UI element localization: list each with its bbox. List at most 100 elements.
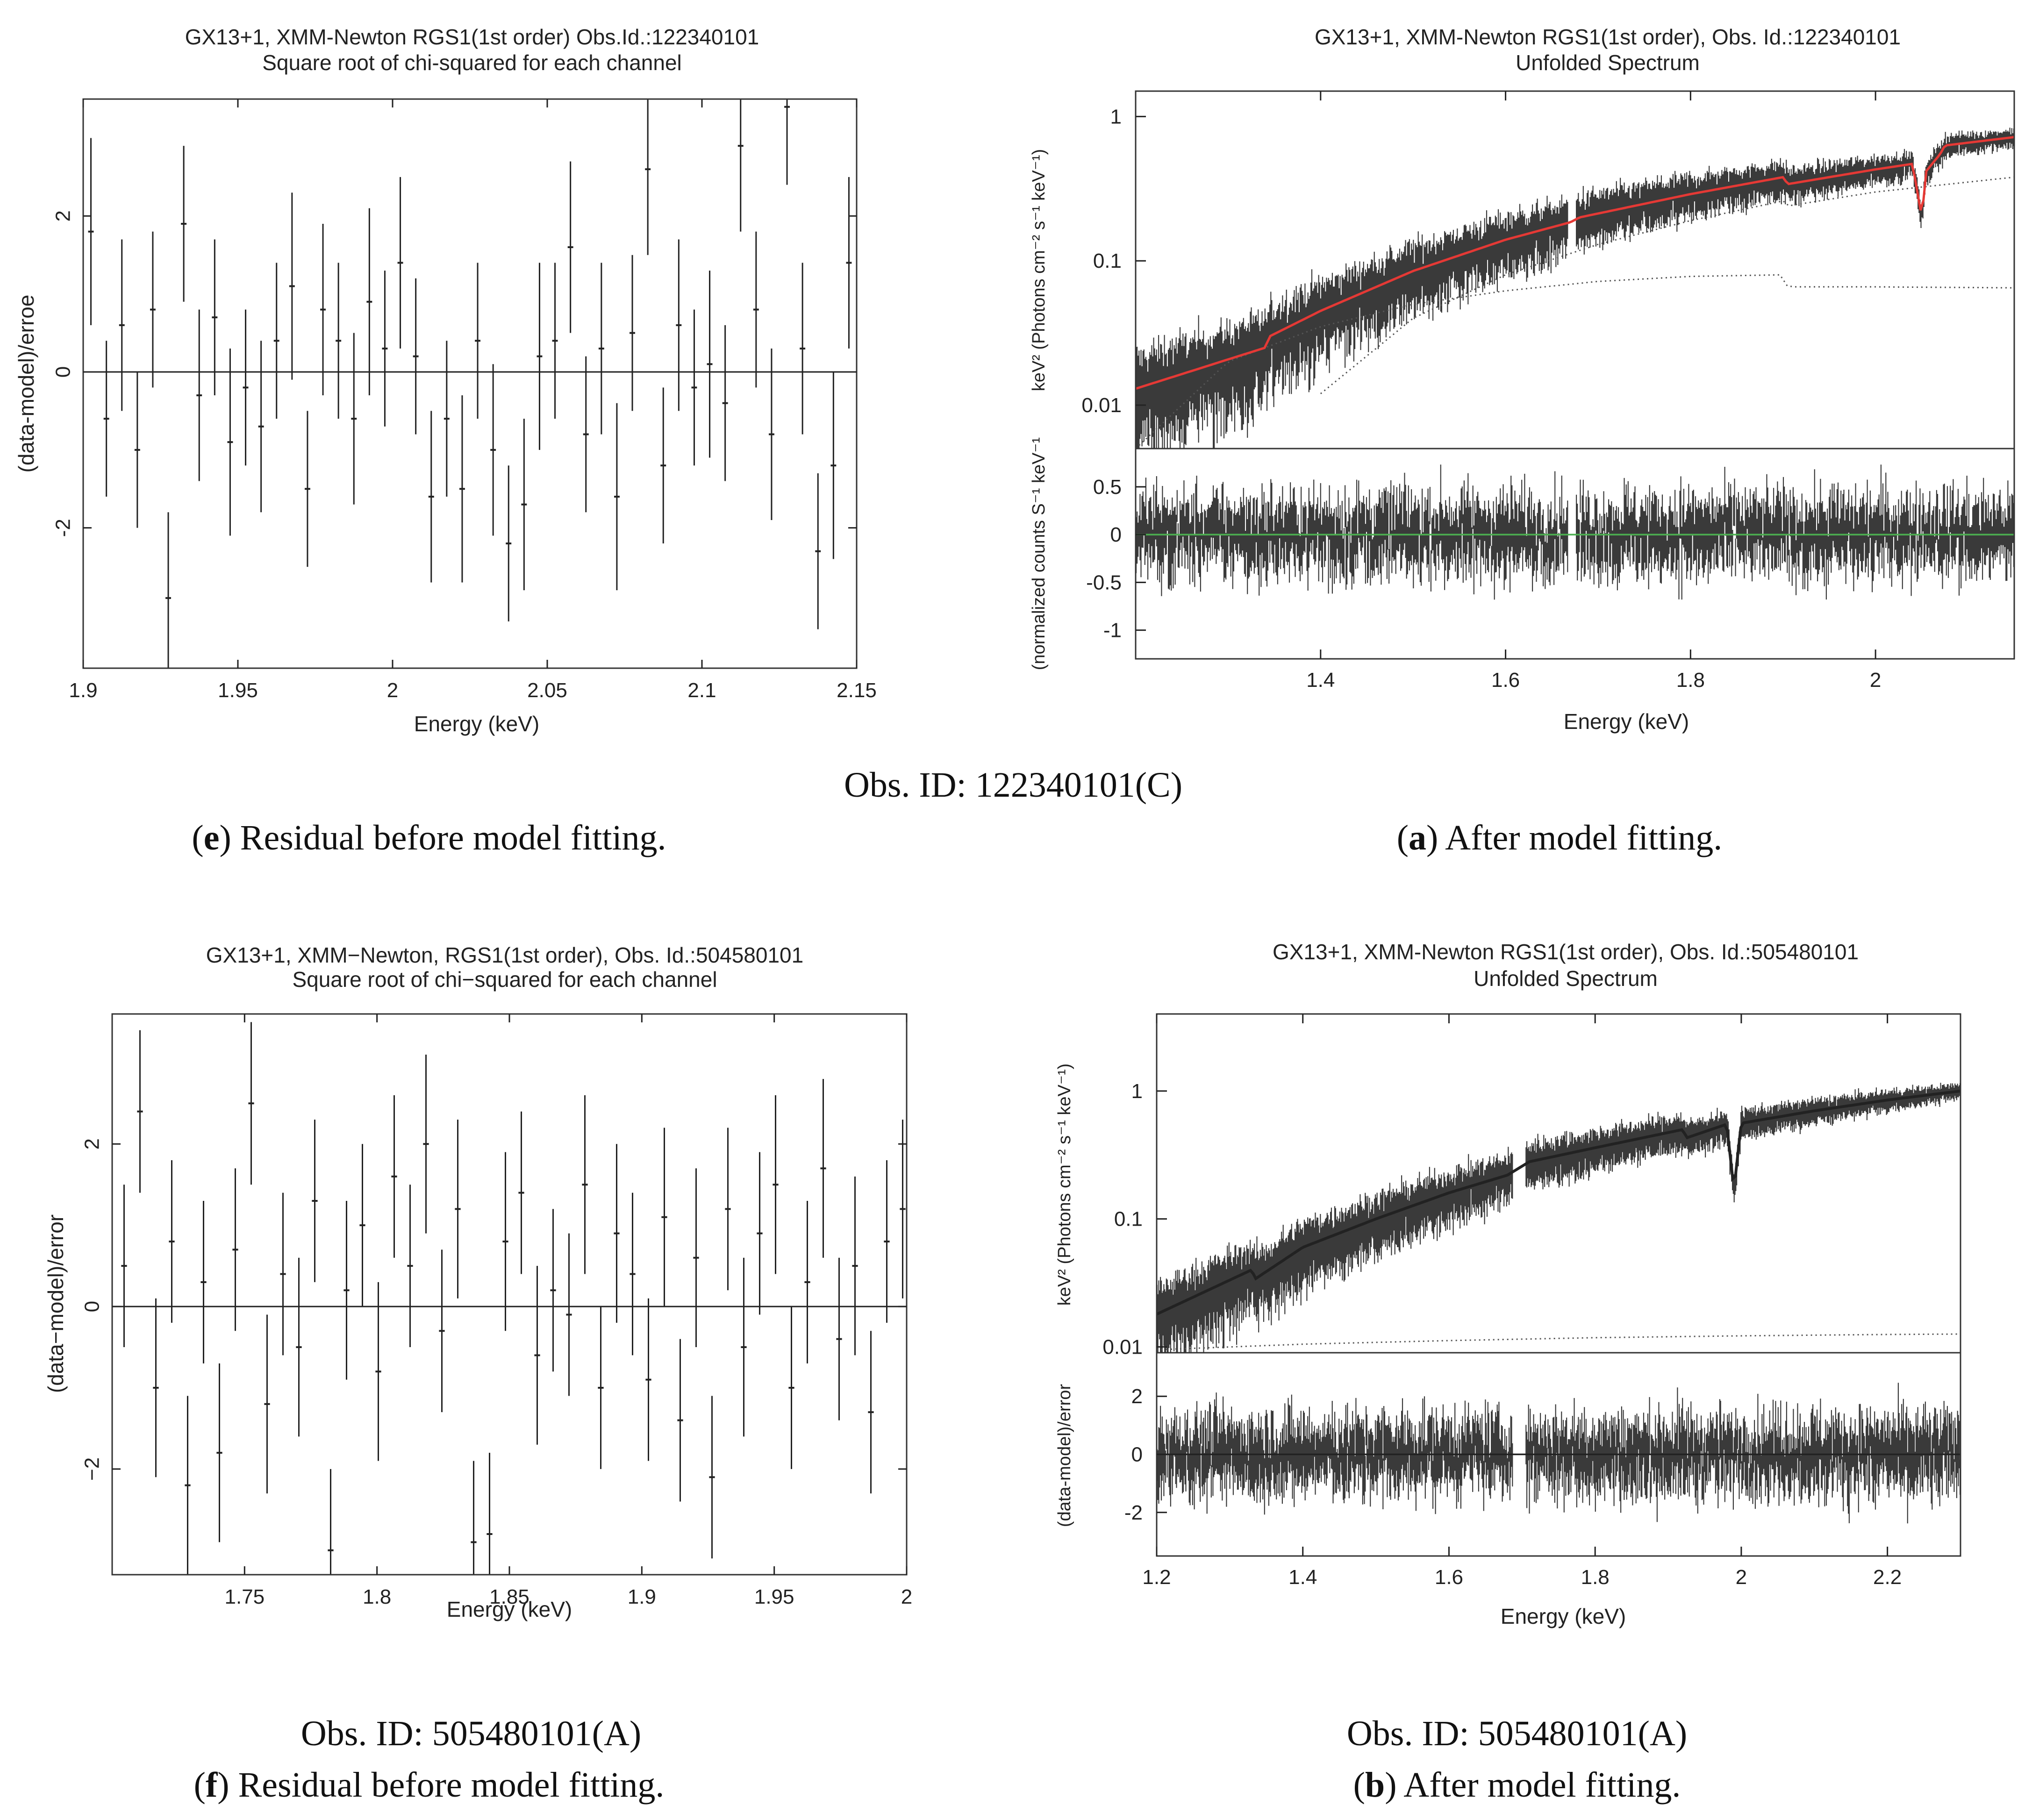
caption-b-text: ) After model fitting. xyxy=(1385,1765,1681,1805)
caption-b: (b) After model fitting. xyxy=(1353,1765,1681,1805)
caption-f-text: ) Residual before model fitting. xyxy=(217,1765,664,1805)
panel-b-bottom-y-ticks: -2 0 2 xyxy=(1124,1385,1167,1524)
panel-b-bottom-ytick-label: 0 xyxy=(1131,1443,1143,1466)
panel-b-xtick-label: 2 xyxy=(1736,1566,1747,1589)
caption-e-letter: e xyxy=(204,818,220,857)
panel-a-bottom-frame xyxy=(1135,448,2015,660)
panel-a-component-pl-line xyxy=(1320,176,2015,394)
panel-b-bottom-marks xyxy=(1156,1383,1961,1524)
panel-e-ytick-label: -2 xyxy=(52,519,75,537)
row2-right-obs-id-caption: Obs. ID: 505480101(A) xyxy=(1347,1714,1687,1753)
panel-f-xtick-label: 2 xyxy=(901,1585,912,1608)
panel-a-spectrum-chart: GX13+1, XMM-Newton RGS1(1st order), Obs.… xyxy=(1029,25,2015,734)
panel-a-top-ytick-label: 1 xyxy=(1110,105,1122,128)
panel-a-xtick-label: 1.4 xyxy=(1306,669,1335,692)
panel-f-ytick-label: −2 xyxy=(81,1457,104,1481)
caption-f-letter: f xyxy=(206,1765,218,1805)
panel-b-bottom-ytick-label: -2 xyxy=(1124,1501,1143,1524)
panel-b-top-ytick-label: 1 xyxy=(1131,1080,1143,1103)
panel-f-xtick-label: 1.75 xyxy=(225,1585,265,1608)
panel-a-model-line xyxy=(1135,136,2015,390)
panel-a-bottom-ytick-label: -0.5 xyxy=(1086,571,1122,594)
panel-b-model-line xyxy=(1156,1089,1961,1316)
panel-f-subtitle: Square root of chi−squared for each chan… xyxy=(292,967,717,992)
panel-b-data-points xyxy=(1156,1083,1961,1353)
caption-e: (e) Residual before model fitting. xyxy=(192,818,666,857)
panel-f-xtick-label: 1.8 xyxy=(363,1585,391,1608)
panel-a-data-points xyxy=(1135,128,2015,449)
panel-b-bottom-ytick-label: 2 xyxy=(1131,1385,1143,1408)
panel-e-xtick-label: 2.1 xyxy=(687,679,716,702)
panel-b-xtick-label: 1.8 xyxy=(1581,1566,1610,1589)
panel-e-y-label: (data-model)/erroe xyxy=(14,295,38,473)
caption-b-letter: b xyxy=(1365,1765,1385,1805)
panel-a-x-label: Energy (keV) xyxy=(1564,709,1689,734)
panel-b-top-y-label: keV² (Photons cm⁻² s⁻¹ keV⁻¹) xyxy=(1055,1063,1074,1306)
panel-f-y-ticks: −2 0 2 xyxy=(81,1138,907,1481)
panel-a-top-y-label: keV² (Photons cm⁻² s⁻¹ keV⁻¹) xyxy=(1029,149,1049,391)
panel-e-x-ticks: 1.9 1.95 2 2.05 2.1 2.15 xyxy=(69,99,877,702)
panel-b-xtick-label: 1.6 xyxy=(1435,1566,1463,1589)
panel-b-subtitle: Unfolded Spectrum xyxy=(1474,966,1658,991)
caption-a-letter: a xyxy=(1409,818,1426,857)
panel-e-xtick-label: 2.15 xyxy=(837,679,877,702)
panel-e-y-ticks: -2 0 2 xyxy=(52,210,857,537)
panel-a-bottom-marks xyxy=(1135,464,2015,600)
panel-b-xtick-label: 2.2 xyxy=(1873,1566,1902,1589)
panel-e-subtitle: Square root of chi-squared for each chan… xyxy=(262,50,682,75)
panel-e-residual-chart: GX13+1, XMM-Newton RGS1(1st order) Obs.I… xyxy=(14,25,877,736)
panel-a-bottom-y-ticks: -1 -0.5 0 0.5 xyxy=(1086,476,1146,642)
panel-a-top-y-ticks: 0.01 0.1 1 xyxy=(1081,105,1146,417)
panel-a-top-ytick-label: 0.1 xyxy=(1093,250,1122,272)
panel-b-xtick-label: 1.4 xyxy=(1288,1566,1317,1589)
panel-b-bottom-y-label: (data-model)/error xyxy=(1055,1384,1074,1527)
panel-b-xtick-label: 1.2 xyxy=(1142,1566,1171,1589)
panel-b-top-ytick-label: 0.01 xyxy=(1102,1335,1143,1358)
panel-e-xtick-label: 1.95 xyxy=(218,679,258,702)
panel-b-x-ticks: 1.2 1.4 1.6 1.8 2 2.2 xyxy=(1142,1014,1902,1589)
panel-e-title: GX13+1, XMM-Newton RGS1(1st order) Obs.I… xyxy=(185,25,759,49)
panel-f-x-label: Energy (keV) xyxy=(447,1597,572,1621)
panel-b-spectrum-chart: GX13+1, XMM-Newton RGS1(1st order), Obs.… xyxy=(1055,940,1961,1628)
panel-b-top-y-ticks: 0.01 0.1 1 xyxy=(1102,1080,1167,1358)
caption-a-text: ) After model fitting. xyxy=(1426,818,1722,857)
panel-a-bottom-ytick-label: 0 xyxy=(1110,523,1122,546)
panel-a-top-marks xyxy=(1135,128,2015,450)
panel-e-xtick-label: 2.05 xyxy=(527,679,567,702)
panel-b-component-bb-line xyxy=(1156,1333,1961,1351)
panel-b-x-label: Energy (keV) xyxy=(1501,1604,1626,1628)
caption-e-text: ) Residual before model fitting. xyxy=(219,818,666,857)
panel-b-residual-points xyxy=(1156,1383,1961,1524)
panel-a-xtick-label: 1.6 xyxy=(1491,669,1520,692)
panel-a-xtick-label: 1.8 xyxy=(1676,669,1705,692)
panel-a-bottom-ytick-label: -1 xyxy=(1103,619,1122,642)
panel-a-x-ticks: 1.4 1.6 1.8 2 xyxy=(1306,91,1881,692)
panel-f-marks xyxy=(112,1022,907,1575)
row2-left-obs-id-caption: Obs. ID: 505480101(A) xyxy=(301,1714,641,1753)
panel-a-xtick-label: 2 xyxy=(1870,669,1881,692)
panel-f-xtick-label: 1.9 xyxy=(628,1585,656,1608)
panel-e-ytick-label: 0 xyxy=(52,366,75,378)
panel-e-plot-frame xyxy=(82,98,858,669)
panel-e-marks xyxy=(83,99,857,668)
panel-f-plot-frame xyxy=(111,1013,908,1576)
panel-b-top-ytick-label: 0.1 xyxy=(1114,1208,1143,1231)
panel-a-top-ytick-label: 0.01 xyxy=(1081,394,1122,417)
panel-f-ytick-label: 0 xyxy=(81,1301,104,1312)
panel-e-ytick-label: 2 xyxy=(52,210,75,221)
panel-e-x-label: Energy (keV) xyxy=(414,712,539,736)
row1-obs-id-caption: Obs. ID: 122340101(C) xyxy=(844,765,1182,805)
panel-b-top-marks xyxy=(1156,1083,1961,1353)
panel-a-residual-points xyxy=(1135,464,2015,600)
caption-f: (f) Residual before model fitting. xyxy=(194,1765,665,1805)
panel-f-title: GX13+1, XMM−Newton, RGS1(1st order), Obs… xyxy=(206,943,803,967)
panel-f-ytick-label: 2 xyxy=(81,1138,104,1149)
panel-e-xtick-label: 2 xyxy=(387,679,398,702)
panel-f-y-label: (data−model)/error xyxy=(43,1214,68,1393)
panel-f-x-ticks: 1.75 1.8 1.85 1.9 1.95 2 xyxy=(225,1014,912,1608)
panel-a-subtitle: Unfolded Spectrum xyxy=(1516,50,1700,75)
caption-a: (a) After model fitting. xyxy=(1397,818,1723,857)
panel-f-xtick-label: 1.95 xyxy=(754,1585,794,1608)
panel-a-bottom-ytick-label: 0.5 xyxy=(1093,476,1122,499)
